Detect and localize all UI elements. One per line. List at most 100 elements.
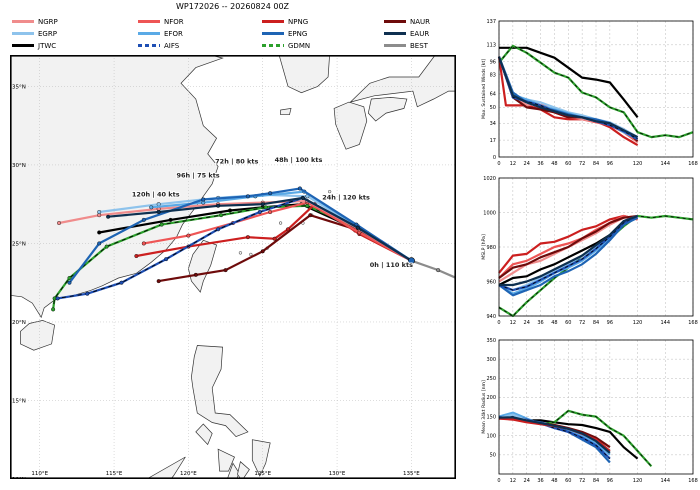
negros — [226, 462, 240, 479]
track-point — [149, 205, 154, 210]
x-tick-label: 168 — [688, 161, 698, 167]
legend-swatch — [12, 43, 34, 47]
forecast-annotation: 120h | 40 kts — [132, 190, 180, 199]
legend-swatch — [262, 43, 284, 47]
y-axis-label: Max. Sustained Winds [kt] — [481, 59, 487, 119]
track-point — [97, 241, 102, 246]
track-point — [228, 208, 233, 213]
luzon — [191, 345, 249, 438]
x-tick-label: 24 — [524, 320, 530, 326]
x-tick-label: 144 — [661, 320, 671, 326]
x-tick-label: 36 — [537, 478, 543, 484]
track-point — [216, 227, 221, 232]
lat-tick-label: 35°N — [12, 84, 26, 90]
y-tick-label: 960 — [486, 279, 496, 285]
track-point — [104, 244, 109, 249]
x-tick-label: 0 — [497, 161, 500, 167]
x-tick-label: 168 — [688, 320, 698, 326]
track-eaur — [106, 195, 412, 262]
legend-swatch — [262, 31, 284, 35]
track-point — [164, 257, 169, 262]
x-tick-label: 48 — [551, 320, 557, 326]
y-tick-label: 64 — [490, 91, 496, 97]
track-point — [223, 268, 228, 273]
x-tick-label: 84 — [593, 161, 599, 167]
y-tick-label: 940 — [486, 314, 496, 320]
track-point — [67, 280, 72, 285]
x-tick-label: 60 — [565, 320, 571, 326]
legend-label: EFOR — [164, 30, 183, 38]
track-point — [260, 249, 265, 254]
track-point — [257, 210, 262, 215]
track-point — [67, 275, 72, 280]
series-epng — [498, 216, 639, 297]
lat-tick-label: 30°N — [12, 163, 26, 169]
legend-item-epng: EPNG — [262, 28, 307, 40]
legend-label: NPNG — [288, 18, 309, 26]
x-tick-label: 120 — [633, 161, 643, 167]
x-tick-label: 12 — [510, 161, 516, 167]
track-point — [297, 186, 302, 191]
track-map: 110°E115°E120°E125°E130°E135°E10°N15°N20… — [10, 55, 456, 479]
x-tick-label: 12 — [510, 478, 516, 484]
legend-label: NGRP — [38, 18, 58, 26]
x-tick-label: 96 — [607, 320, 613, 326]
mslp-chart: 0 12 24 36 48 60 72 84 96 120 144 168 940 960 980 1000 1… — [481, 176, 698, 326]
ryukyu-islet — [327, 189, 332, 194]
track-point — [156, 279, 161, 284]
x-tick-label: 72 — [579, 320, 585, 326]
track-point — [141, 217, 146, 222]
series-naur — [498, 214, 638, 279]
x-tick-label: 144 — [661, 161, 671, 167]
mindoro — [195, 423, 213, 446]
legend-item-npng: NPNG — [262, 16, 308, 28]
legend-swatch — [12, 31, 34, 35]
forecast-annotation: 72h | 80 kts — [215, 157, 258, 166]
track-point — [193, 272, 198, 277]
initial-position-marker — [407, 257, 415, 265]
y-tick-label: 980 — [486, 245, 496, 251]
legend-swatch — [138, 31, 160, 35]
legend-label: EGRP — [38, 30, 57, 38]
forecast-annotation: 96h | 75 kts — [177, 171, 220, 180]
ryukyu-islet — [278, 221, 283, 225]
legend-item-best: BEST — [384, 40, 428, 52]
legend-swatch — [138, 19, 160, 23]
y-tick-label: 113 — [486, 43, 496, 49]
legend-label: EPNG — [288, 30, 308, 38]
series-eaur — [498, 416, 611, 454]
wind-chart: 0 12 24 36 48 60 72 84 96 120 144 168 0 17 34 50 64 83 96 1… — [481, 19, 698, 167]
y-tick-label: 100 — [486, 434, 496, 440]
legend-item-jtwc: JTWC — [12, 40, 56, 52]
x-tick-label: 24 — [524, 161, 530, 167]
legend-label: NFOR — [164, 18, 184, 26]
ryukyu-islet — [238, 251, 243, 255]
track-point — [168, 217, 173, 222]
series-eaur — [499, 214, 638, 287]
plot-frame — [498, 20, 694, 158]
legend-item-nfor: NFOR — [138, 16, 184, 28]
honshu — [349, 55, 456, 108]
lat-tick-label: 25°N — [12, 241, 26, 247]
legend-label: JTWC — [38, 42, 57, 50]
lon-tick-label: 130°E — [329, 471, 346, 477]
forecast-annotation: 24h | 120 kts — [322, 193, 370, 202]
legend: NGRP EGRP JTWC NFOR EFOR AIFS NPNG EPNG GDMN NAUR… — [10, 16, 456, 54]
forecast-annotation: 0h | 110 kts — [370, 261, 413, 270]
x-tick-label: 84 — [593, 478, 599, 484]
plot-frame — [498, 339, 694, 475]
series-line-npng — [498, 214, 638, 274]
track-point — [57, 221, 62, 226]
plot-area — [499, 340, 693, 474]
x-tick-label: 96 — [607, 161, 613, 167]
track-point — [201, 197, 206, 202]
y-tick-label: 50 — [490, 105, 496, 111]
y-tick-label: 34 — [490, 121, 496, 127]
panay — [217, 448, 235, 472]
track-point — [268, 191, 273, 196]
series-npng — [498, 214, 638, 274]
x-tick-label: 0 — [497, 320, 500, 326]
legend-swatch — [138, 43, 160, 47]
legend-item-gdmn: GDMN — [262, 40, 310, 52]
x-tick-label: 24 — [524, 478, 530, 484]
